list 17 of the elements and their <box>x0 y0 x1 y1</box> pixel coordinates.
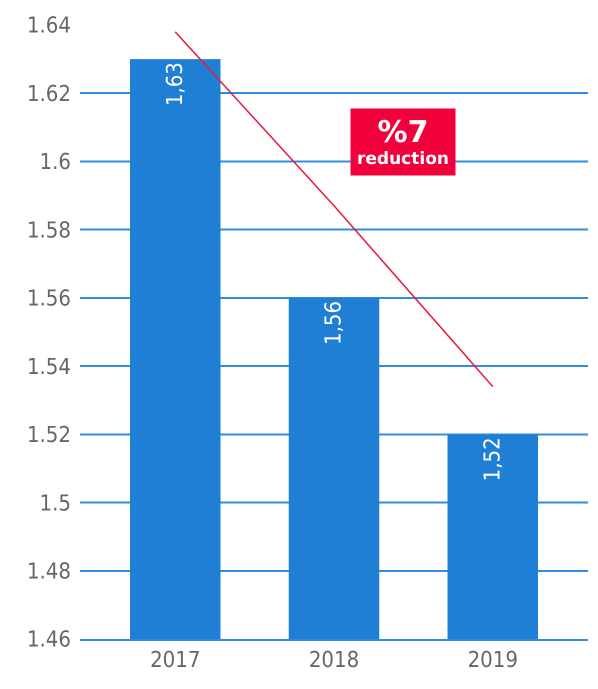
y-tick-label: 1.64 <box>26 14 71 39</box>
data-label: 1,63 <box>162 62 188 106</box>
y-tick-label: 1.48 <box>26 559 71 584</box>
y-tick-label: 1.54 <box>26 354 71 380</box>
data-label: 1,56 <box>322 300 346 345</box>
y-tick-label: 1.46 <box>26 628 71 653</box>
y-tick-label: 1.52 <box>26 423 71 448</box>
y-tick-label: 1.56 <box>26 286 71 312</box>
y-tick-label: 1.5 <box>40 491 71 516</box>
y-tick-label: 1.6 <box>40 150 71 176</box>
y-tick-label: 1.62 <box>26 82 71 107</box>
x-tick-label: 2017 <box>150 648 200 674</box>
x-tick-label: 2018 <box>308 648 360 674</box>
y-tick-label: 1.58 <box>26 218 71 244</box>
data-label: 1,52 <box>480 437 506 482</box>
annotation: %7 reduction <box>357 115 449 170</box>
x-tick-label: 2019 <box>468 648 518 674</box>
